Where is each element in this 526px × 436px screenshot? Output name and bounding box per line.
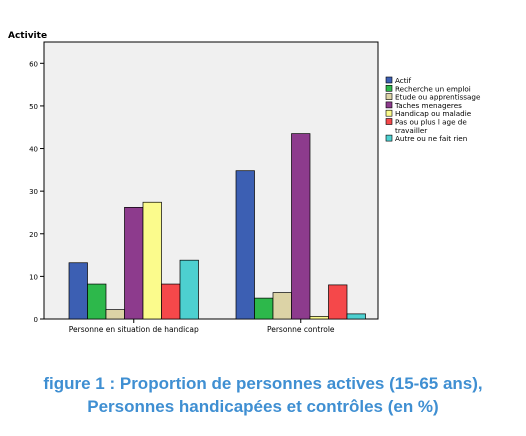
legend-swatch-6 <box>385 134 393 142</box>
legend-swatch-4 <box>385 109 393 117</box>
bar-etude-ou-apprentissage-0 <box>105 309 125 320</box>
y-tick-label-4: 40 <box>29 146 38 154</box>
bar-actif-1 <box>235 170 255 320</box>
bar-actif-0 <box>68 262 88 320</box>
bar-etude-ou-apprentissage-1 <box>272 292 292 320</box>
bar-handicap-ou-maladie-1 <box>309 316 329 320</box>
bar-recherche-un-emploi-1 <box>254 297 274 320</box>
bars-group <box>68 133 366 320</box>
y-axis: 0 10 20 30 40 50 60 <box>29 60 44 324</box>
legend-swatch-1 <box>385 85 393 92</box>
y-tick-label-1: 10 <box>29 273 38 281</box>
chart-title: Activite <box>8 31 47 41</box>
legend-label-5: Pas ou plus l age de <box>395 118 467 127</box>
y-tick-label-6: 60 <box>29 60 38 68</box>
x-axis: Personne en situation de handicap Personn… <box>69 319 335 334</box>
legend-label-4: Handicap ou maladie <box>395 109 472 118</box>
x-tick-label-0: Personne en situation de handicap <box>69 325 199 334</box>
legend-label-3: Taches menageres <box>394 101 462 110</box>
legend-swatch-3 <box>385 101 393 109</box>
legend-label-0: Actif <box>395 76 412 85</box>
legend-label-1: Recherche un emploi <box>395 84 471 93</box>
bar-pas-ou-plus-l-age-de-travailler-1 <box>328 284 348 320</box>
x-tick-label-1: Personne controle <box>267 325 335 334</box>
bar-handicap-ou-maladie-0 <box>142 201 162 320</box>
y-tick-label-3: 30 <box>29 188 38 196</box>
legend-label-2: Etude ou apprentissage <box>395 93 481 102</box>
bar-taches-menageres-1 <box>291 133 311 320</box>
bar-autre-ou-ne-fait-rien-0 <box>179 259 199 320</box>
y-tick-label-5: 50 <box>29 103 38 111</box>
plot-area <box>43 41 379 320</box>
bar-recherche-un-emploi-0 <box>87 283 107 320</box>
bar-chart: Activite 0 10 20 30 40 50 60 Personne en situa… <box>8 31 481 334</box>
bar-autre-ou-ne-fait-rien-1 <box>346 313 366 320</box>
legend-swatch-5 <box>385 118 393 125</box>
figure-caption-line-1: figure 1 : Proportion de personnes activ… <box>43 374 483 393</box>
figure-caption-line-2: Personnes handicapées et contrôles (en %… <box>87 397 439 416</box>
legend-swatch-0 <box>385 76 393 84</box>
legend-swatch-2 <box>385 93 393 100</box>
bar-pas-ou-plus-l-age-de-travailler-0 <box>161 283 181 320</box>
legend-label-5-line-1: travailler <box>395 126 427 135</box>
bar-taches-menageres-0 <box>124 206 144 320</box>
y-tick-label-2: 20 <box>29 231 38 239</box>
y-tick-label-0: 0 <box>34 316 38 324</box>
legend-label-6: Autre ou ne fait rien <box>395 134 467 143</box>
